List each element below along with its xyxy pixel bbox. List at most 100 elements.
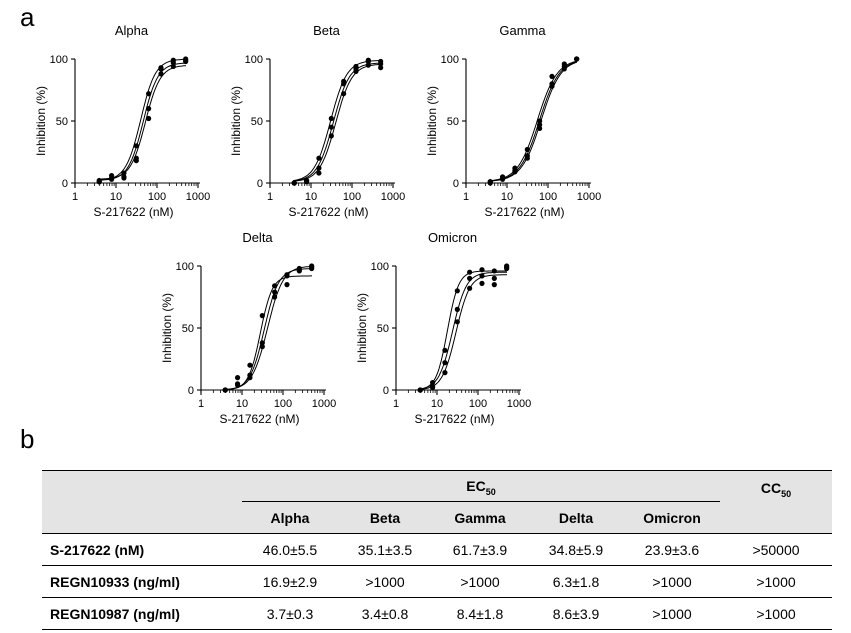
x-axis-label: S-217622 (nM) [219, 412, 299, 426]
table-cell: >1000 [624, 565, 720, 598]
data-point [537, 125, 543, 132]
data-point [454, 288, 460, 294]
fit-curve [419, 270, 507, 390]
data-point [479, 267, 485, 273]
cc50-header: CC50 [720, 470, 832, 534]
data-point [365, 58, 371, 65]
data-point [524, 155, 530, 161]
x-tick-label: 10 [110, 191, 122, 203]
data-point [272, 289, 278, 295]
data-point [170, 63, 176, 70]
y-tick-label: 0 [188, 385, 194, 397]
data-point [303, 179, 310, 185]
data-point [133, 143, 139, 149]
data-point [296, 267, 302, 273]
table-cell: >1000 [338, 565, 432, 598]
panel-b-label: b [20, 424, 35, 454]
row-label: REGN10987 (ng/ml) [42, 597, 242, 630]
y-tick-label: 0 [453, 178, 459, 190]
table-cell: >1000 [432, 565, 528, 598]
data-point [504, 265, 510, 272]
data-point [479, 280, 485, 286]
data-point [417, 387, 423, 393]
data-point [429, 379, 436, 386]
data-point [442, 370, 448, 376]
data-point [259, 344, 265, 350]
table-cell: 61.7±3.9 [432, 533, 528, 566]
ec50-header-main: EC [466, 478, 486, 494]
panel-a-label: a [20, 2, 35, 32]
x-tick-label: 1000 [507, 398, 531, 410]
data-point [467, 269, 473, 275]
data-point [222, 387, 228, 393]
x-tick-label: 1000 [186, 191, 210, 203]
data-point [537, 122, 543, 128]
data-point [121, 175, 127, 181]
column-header: Delta [528, 502, 624, 534]
data-point [499, 176, 506, 182]
x-tick-label: 10 [501, 191, 513, 203]
chart-title: Alpha [115, 23, 149, 38]
data-point [121, 170, 127, 176]
y-axis-label: Inhibition (%) [34, 86, 48, 156]
fit-curve [293, 63, 382, 182]
table-cell: 35.1±3.5 [338, 533, 432, 566]
fit-curve [419, 271, 507, 390]
table-cell: 46.0±5.5 [242, 533, 338, 566]
x-tick-label: 1 [198, 398, 204, 410]
data-point [442, 360, 448, 366]
data-point [284, 282, 290, 288]
chart-title: Delta [242, 230, 273, 245]
y-axis-label: Inhibition (%) [229, 86, 243, 156]
x-tick-label: 100 [539, 191, 557, 203]
fit-curve [98, 65, 186, 180]
table-cell: 8.6±3.9 [528, 597, 624, 630]
y-tick-label: 50 [251, 116, 263, 128]
chart-title: Gamma [499, 23, 546, 38]
x-tick-label: 10 [305, 191, 317, 203]
data-point [183, 57, 189, 63]
chart-title: Omicron [428, 230, 477, 245]
data-point [491, 275, 497, 281]
y-tick-label: 100 [441, 54, 459, 66]
data-point [272, 283, 278, 289]
data-point [491, 268, 497, 274]
y-tick-label: 0 [257, 178, 263, 190]
fit-curve [489, 61, 578, 182]
data-point [316, 170, 322, 176]
data-point [454, 306, 460, 312]
fit-curve [489, 60, 578, 182]
data-point [328, 133, 334, 139]
data-point [328, 115, 334, 122]
ec50-header: EC50 [242, 470, 720, 502]
x-tick-label: 1000 [577, 191, 601, 203]
y-axis-label: Inhibition (%) [160, 293, 174, 363]
y-tick-label: 100 [176, 261, 194, 273]
cc50-header-main: CC [760, 480, 782, 496]
data-point [487, 180, 493, 186]
y-tick-label: 50 [182, 323, 194, 335]
data-point [247, 362, 253, 368]
table-cell: 8.4±1.8 [432, 597, 528, 630]
y-tick-label: 50 [447, 116, 459, 128]
data-point [378, 65, 384, 71]
data-point [328, 124, 334, 130]
y-tick-label: 0 [383, 385, 389, 397]
table-cell-cc50: >1000 [720, 597, 832, 630]
data-point [549, 83, 555, 89]
data-point [316, 165, 322, 171]
row-label: S-217622 (nM) [42, 533, 242, 566]
y-tick-label: 50 [377, 323, 389, 335]
data-point [133, 158, 139, 164]
x-tick-label: 1 [463, 191, 469, 203]
data-point [284, 272, 290, 278]
data-point [316, 155, 322, 161]
x-tick-label: 1 [393, 398, 399, 410]
x-axis-label: S-217622 (nM) [484, 205, 564, 219]
data-point [146, 91, 152, 97]
fit-curve [293, 60, 381, 182]
y-axis-label: Inhibition (%) [425, 86, 439, 156]
x-tick-label: 1000 [312, 398, 336, 410]
data-point [549, 73, 555, 79]
